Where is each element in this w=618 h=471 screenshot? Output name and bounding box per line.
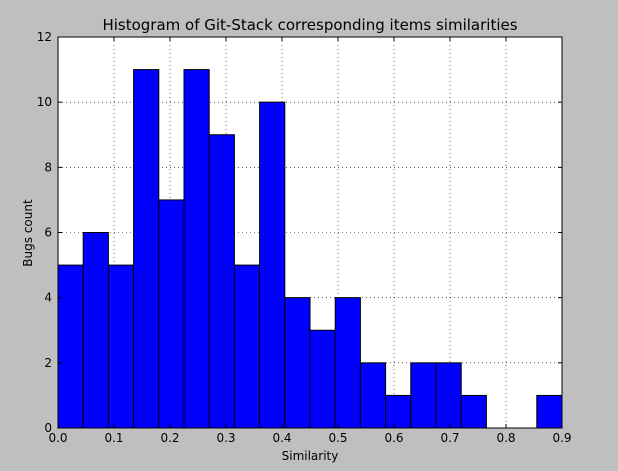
histogram-bar <box>82 232 109 429</box>
histogram-bar <box>385 394 412 429</box>
histogram-bar <box>309 329 336 429</box>
y-tick-label: 12 <box>37 30 52 44</box>
y-tick-label: 10 <box>37 95 52 109</box>
x-tick-label: 0.6 <box>384 431 403 445</box>
histogram-bar <box>233 264 261 429</box>
y-tick-label: 4 <box>44 291 52 305</box>
x-tick-label: 0.2 <box>160 431 179 445</box>
histogram-bar <box>57 264 84 429</box>
histogram-bar <box>410 362 437 429</box>
y-tick-label: 6 <box>44 226 52 240</box>
histogram-bar <box>334 297 361 429</box>
histogram-bar <box>259 101 286 429</box>
histogram-bar <box>536 394 563 429</box>
x-tick-label: 0.0 <box>48 431 67 445</box>
histogram-bars <box>57 69 563 429</box>
histogram-bar <box>158 199 185 429</box>
x-tick-label: 0.3 <box>216 431 235 445</box>
y-tick-label: 2 <box>44 356 52 370</box>
x-tick-label: 0.5 <box>328 431 347 445</box>
histogram-bar <box>284 297 311 429</box>
x-tick-label: 0.9 <box>552 431 571 445</box>
chart-title: Histogram of Git-Stack corresponding ite… <box>102 16 517 34</box>
histogram-bar <box>133 69 160 429</box>
x-axis-ticks: 0.0 0.1 0.2 0.3 0.4 0.5 0.6 0.7 0.8 0.9 <box>48 37 572 445</box>
histogram-bar <box>183 69 210 429</box>
y-axis-ticks: 0 2 4 6 8 10 12 <box>37 30 562 435</box>
histogram-bar <box>208 134 235 429</box>
y-tick-label: 0 <box>44 421 52 435</box>
histogram-bar <box>107 264 135 429</box>
y-tick-label: 8 <box>44 160 52 174</box>
y-axis-label: Bugs count <box>21 199 35 267</box>
x-tick-label: 0.8 <box>496 431 515 445</box>
histogram-bar <box>435 362 462 429</box>
histogram-bar <box>359 362 387 429</box>
x-tick-label: 0.1 <box>104 431 123 445</box>
x-tick-label: 0.7 <box>440 431 459 445</box>
x-axis-label: Similarity <box>282 449 339 463</box>
x-tick-label: 0.4 <box>272 431 291 445</box>
histogram-bar <box>460 394 487 429</box>
